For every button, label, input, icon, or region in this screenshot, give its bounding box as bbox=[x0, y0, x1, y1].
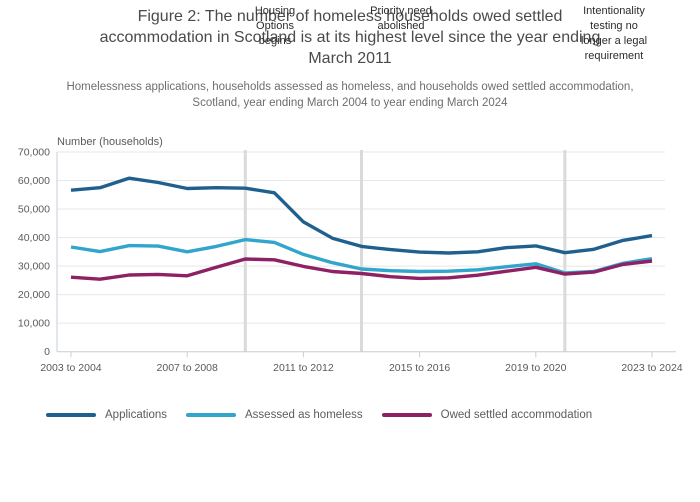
chart-legend: Applications Assessed as homeless Owed s… bbox=[46, 407, 592, 423]
annotation-priority-need-abolished: Priority need abolished bbox=[370, 5, 432, 32]
x-axis-tick-label: 2015 to 2016 bbox=[389, 362, 450, 374]
annotation-intentionality-testing: Intentionality testing no longer a legal… bbox=[580, 5, 648, 62]
legend-item-applications: Applications bbox=[46, 407, 167, 423]
y-axis-tick-label: 70,000 bbox=[18, 147, 50, 159]
legend-label: Owed settled accommodation bbox=[440, 409, 593, 421]
chart-subtitle: Homelessness applications, households as… bbox=[0, 79, 700, 111]
line-assessed-as-homeless bbox=[70, 237, 653, 275]
legend-item-owed-settled-accommodation: Owed settled accommodation bbox=[381, 407, 593, 423]
y-axis-tick-label: 50,000 bbox=[18, 204, 50, 216]
line-chart-canvas: 2003 to 2004 2007 to 2008 2011 to 2012 2015… bbox=[18, 136, 683, 374]
chart-subtitle-line: Scotland, year ending March 2004 to year… bbox=[192, 97, 508, 109]
chart-title-line: accommodation in Scotland is at its high… bbox=[99, 29, 601, 46]
legend-label: Applications bbox=[105, 409, 168, 421]
y-axis-tick-label: 40,000 bbox=[18, 232, 50, 244]
owed-line-swatch-icon bbox=[381, 413, 432, 417]
y-axis-tick-label: 20,000 bbox=[18, 289, 50, 301]
x-axis-tick-label: 2023 to 2024 bbox=[621, 362, 682, 374]
line-applications bbox=[70, 176, 653, 255]
y-axis-tick-label: 0 bbox=[44, 346, 50, 358]
chart-title-line: Figure 2: The number of homeless househo… bbox=[137, 8, 563, 25]
chart-title: Figure 2: The number of homeless househo… bbox=[0, 6, 700, 69]
y-axis-tick-label: 10,000 bbox=[18, 318, 50, 330]
y-axis-tick-label: 60,000 bbox=[18, 175, 50, 187]
x-axis-tick-label: 2003 to 2004 bbox=[40, 362, 101, 374]
y-axis-tick-label: 30,000 bbox=[18, 261, 50, 273]
x-axis-tick-label: 2007 to 2008 bbox=[157, 362, 218, 374]
x-axis-tick-label: 2019 to 2020 bbox=[505, 362, 566, 374]
legend-item-assessed-as-homeless: Assessed as homeless bbox=[186, 407, 363, 423]
assessed-line-swatch-icon bbox=[186, 413, 237, 417]
line-owed-settled-accommodation bbox=[70, 257, 653, 281]
legend-label: Assessed as homeless bbox=[245, 409, 363, 421]
chart-subtitle-line: Homelessness applications, households as… bbox=[66, 81, 634, 93]
applications-line-swatch-icon bbox=[46, 413, 96, 417]
annotation-housing-options-begins: Housing Options begins bbox=[254, 5, 296, 47]
y-axis-title: Number (households) bbox=[57, 136, 163, 148]
chart-title-line: March 2011 bbox=[308, 50, 392, 67]
x-axis-tick-label: 2011 to 2012 bbox=[273, 362, 334, 374]
